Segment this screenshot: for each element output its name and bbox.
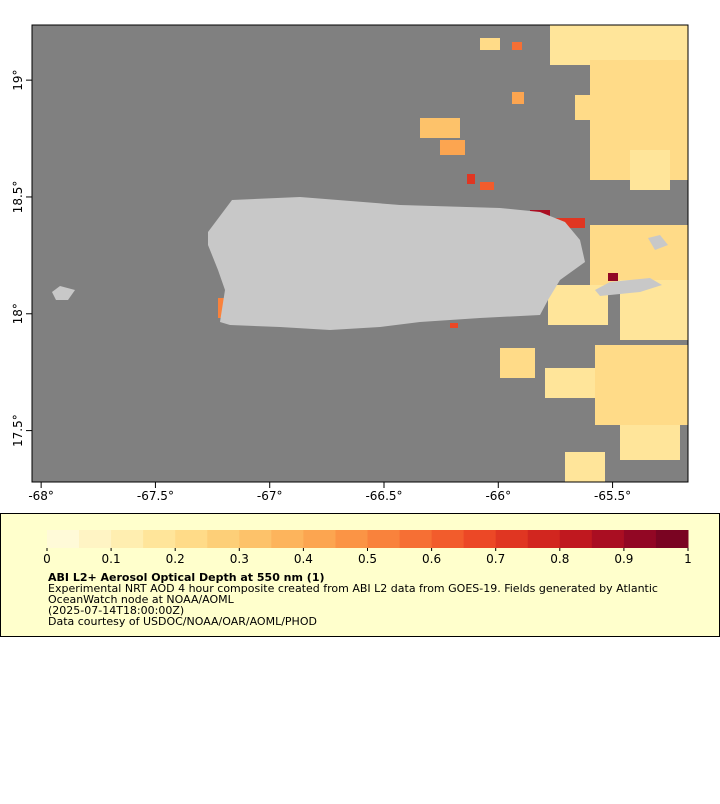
mona-island: [52, 286, 75, 300]
colorbar-tick-label: 0.6: [422, 552, 441, 566]
legend-title: ABI L2+ Aerosol Optical Depth at 550 nm …: [48, 571, 325, 584]
colorbar-cell: [303, 530, 336, 548]
colorbar-tick-label: 0: [43, 552, 51, 566]
colorbar-cell: [47, 530, 80, 548]
colorbar-tick-label: 0.3: [230, 552, 249, 566]
colorbar-cell: [207, 530, 240, 548]
colorbar-cell: [623, 530, 657, 548]
x-tick-label: -66°: [485, 489, 511, 503]
y-tick-label: 19°: [11, 69, 25, 90]
colorbar-cell: [367, 530, 401, 548]
colorbar-tick-label: 1: [684, 552, 692, 566]
colorbar-tick-label: 0.5: [358, 552, 377, 566]
y-tick-label: 18°: [11, 303, 25, 324]
x-tick-label: -68°: [28, 489, 54, 503]
legend-line: (2025-07-14T18:00:00Z): [48, 604, 184, 617]
colorbar-tick-label: 0.9: [614, 552, 633, 566]
colorbar-cell: [175, 530, 208, 548]
legend-line: OceanWatch node at NOAA/AOML: [48, 593, 235, 606]
x-tick-label: -67.5°: [137, 489, 174, 503]
vieques: [595, 278, 662, 296]
colorbar-cell: [495, 530, 529, 548]
legend-line: Data courtesy of USDOC/NOAA/OAR/AOML/PHO…: [48, 615, 317, 628]
colorbar-cell: [79, 530, 112, 548]
colorbar-tick-label: 0.1: [102, 552, 121, 566]
x-tick-label: -66.5°: [365, 489, 402, 503]
puerto-rico: [208, 197, 585, 330]
x-tick-label: -65.5°: [594, 489, 631, 503]
colorbar-tick-label: 0.2: [166, 552, 185, 566]
colorbar-cell: [271, 530, 304, 548]
colorbar-cell: [591, 530, 625, 548]
colorbar-cell: [399, 530, 433, 548]
y-tick-label: 18.5°: [11, 181, 25, 214]
colorbar-cell: [559, 530, 593, 548]
colorbar-cell: [239, 530, 272, 548]
colorbar-cell: [111, 530, 144, 548]
y-tick-label: 17.5°: [11, 414, 25, 447]
x-tick-label: -67°: [257, 489, 283, 503]
colorbar-tick-label: 0.7: [486, 552, 505, 566]
culebra: [648, 235, 668, 250]
map-frame: [31, 24, 689, 483]
colorbar-cell: [463, 530, 497, 548]
colorbar-cell: [431, 530, 465, 548]
colorbar-cell: [143, 530, 176, 548]
colorbar-cell: [655, 530, 689, 548]
colorbar-cell: [335, 530, 368, 548]
legend-line: Experimental NRT AOD 4 hour composite cr…: [48, 582, 658, 595]
colorbar-tick-label: 0.4: [294, 552, 313, 566]
colorbar-cell: [527, 530, 561, 548]
colorbar-tick-label: 0.8: [550, 552, 569, 566]
